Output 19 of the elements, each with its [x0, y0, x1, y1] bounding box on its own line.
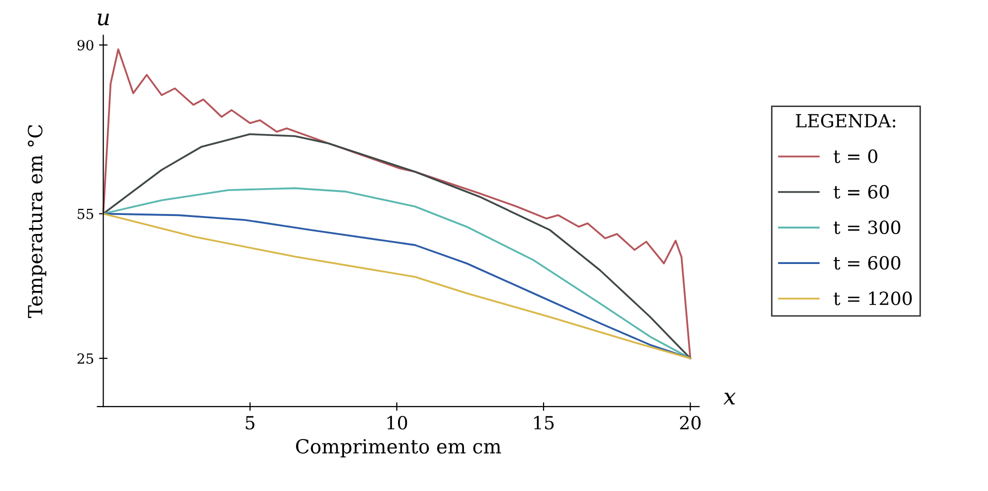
legend-title: LEGENDA: — [796, 114, 896, 128]
line-series — [102, 133, 692, 360]
y-axis-title: Temperatura em °C — [28, 124, 46, 318]
x-axis-title: Comprimento em cm — [296, 438, 502, 458]
text: x — [723, 392, 736, 404]
x-tick-label: 20 — [680, 416, 701, 430]
x-tick-label: 15 — [534, 416, 554, 430]
y-tick-label: 25 — [78, 353, 94, 364]
legend-label: t = 300 — [834, 220, 900, 234]
legend-label: t = 60 — [834, 184, 889, 199]
y-tick-label: 55 — [78, 208, 94, 220]
y-tick-label: 90 — [77, 40, 94, 50]
legend-label: t = 0 — [834, 149, 878, 164]
line-series — [102, 48, 692, 360]
text: u — [98, 14, 109, 26]
legend-label: t = 1200 — [834, 292, 912, 306]
legend-label: t = 600 — [834, 256, 900, 270]
x-tick-label: 5 — [246, 416, 254, 430]
x-tick-label: 10 — [388, 416, 408, 430]
